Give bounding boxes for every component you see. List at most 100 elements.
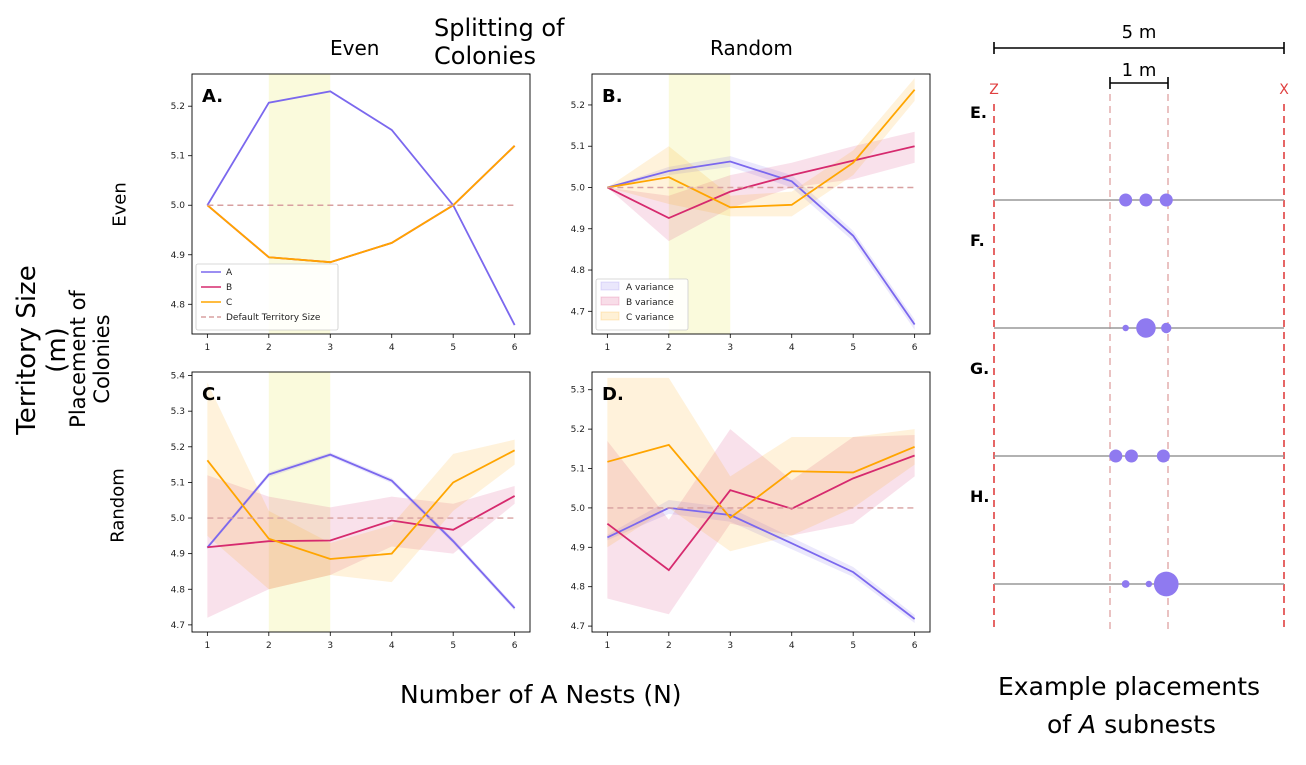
variance-band-b <box>607 131 915 242</box>
subnest-dot <box>1156 449 1170 463</box>
placements-title-italic: A <box>1079 710 1097 739</box>
x-tick-label: 6 <box>512 641 518 651</box>
x-tick-label: 1 <box>604 641 610 651</box>
scale-label-1m: 1 m <box>1122 60 1157 81</box>
y-tick-label: 5.1 <box>171 152 185 162</box>
x-axis-label: Number of A Nests (N) <box>400 680 682 709</box>
legend-swatch <box>600 311 620 321</box>
chart-panel-c: 1 2 3 4 5 6 4.7 4.8 4.9 5.0 5.1 5.2 5.3 5.4 C. <box>171 371 531 651</box>
chart-panel-b: 1 2 3 4 5 6 4.7 4.8 4.9 5.0 5.1 5.2 B. A variance B va… <box>571 73 931 353</box>
legend-entry: C variance <box>626 313 674 323</box>
legend-entry: B <box>226 283 232 293</box>
y-tick-label: 4.8 <box>171 300 186 310</box>
y-tick-label: 5.2 <box>571 425 585 435</box>
x-tick-label: 5 <box>850 641 856 651</box>
example-label: G. <box>970 359 989 378</box>
axes-frame <box>191 73 531 335</box>
subnest-dot <box>1109 449 1123 463</box>
y-tick-label: 5.1 <box>171 478 185 488</box>
placements-diagram: 5 m 1 m Z X E. F. G. H. <box>970 22 1289 634</box>
legend-swatch <box>600 296 620 306</box>
y-tick-label: 5.0 <box>171 514 186 524</box>
x-tick-label: 3 <box>327 343 333 353</box>
chart-panel-d: 1 2 3 4 5 6 4.7 4.8 4.9 5.0 5.1 5.2 5.3 D. <box>571 371 931 651</box>
x-tick-label: 3 <box>727 343 733 353</box>
y-tick-label: 4.9 <box>571 543 586 553</box>
subnest-dot <box>1153 571 1179 597</box>
x-tick-label: 3 <box>727 641 733 651</box>
panel-letter: C. <box>202 384 222 405</box>
placements-title-suffix: subnests <box>1096 710 1216 739</box>
variance-band-c <box>207 382 515 590</box>
subnest-dot <box>1139 193 1153 207</box>
x-tick-label: 2 <box>666 343 672 353</box>
y-tick-label: 5.2 <box>171 443 185 453</box>
row-label-even: Even <box>109 182 131 227</box>
example-label: F. <box>970 231 985 250</box>
x-tick-label: 4 <box>789 641 795 651</box>
legend-box <box>195 263 339 331</box>
x-tick-label: 2 <box>666 641 672 651</box>
variance-band-b <box>207 475 515 618</box>
x-tick-label: 4 <box>389 641 395 651</box>
x-tick-label: 4 <box>789 343 795 353</box>
x-tick-label: 5 <box>850 343 856 353</box>
placements-title-prefix: of <box>1047 710 1080 739</box>
series-line-a <box>607 160 916 326</box>
x-tick-label: 5 <box>450 641 456 651</box>
axes-frame <box>591 371 931 633</box>
series-line-b <box>207 495 516 549</box>
column-label-even: Even <box>330 36 380 60</box>
x-tick-label: 4 <box>389 343 395 353</box>
axes-frame <box>591 73 931 335</box>
x-tick-label: 6 <box>512 343 518 353</box>
x-tick-label: 1 <box>204 343 210 353</box>
boundary-label-z: Z <box>989 82 999 98</box>
row-group-label: Placement of Colonies <box>66 290 114 428</box>
placements-title-line1: Example placements <box>998 672 1261 701</box>
legend-entry: B variance <box>626 298 674 308</box>
scale-label-5m: 5 m <box>1122 22 1157 43</box>
x-tick-label: 6 <box>912 343 918 353</box>
y-tick-label: 4.9 <box>171 251 186 261</box>
axes-frame <box>191 371 531 633</box>
variance-band-c <box>607 78 915 217</box>
subnest-dot <box>1122 324 1129 332</box>
y-axis-label: Territory Size (m) <box>12 265 72 435</box>
legend-box <box>595 278 689 331</box>
series-line-b <box>606 454 915 572</box>
legend-entry: A variance <box>626 283 674 293</box>
example-label: H. <box>970 487 989 506</box>
series-line-c <box>607 89 916 209</box>
subnest-dot <box>1145 580 1153 588</box>
subnest-dot <box>1161 322 1172 334</box>
y-tick-label: 4.8 <box>571 266 586 276</box>
y-tick-label: 4.8 <box>171 585 186 595</box>
figure-title: Splitting of Colonies <box>434 14 565 70</box>
legend-entry: A <box>226 268 233 278</box>
y-tick-label: 4.9 <box>571 225 586 235</box>
subnest-dot <box>1159 193 1173 207</box>
variance-band-a <box>607 500 915 623</box>
x-tick-label: 2 <box>266 641 272 651</box>
series-line-a <box>606 506 916 620</box>
y-tick-label: 4.7 <box>571 622 585 632</box>
x-tick-label: 1 <box>204 641 210 651</box>
x-tick-label: 5 <box>450 343 456 353</box>
y-tick-label: 5.0 <box>571 183 586 193</box>
x-tick-label: 6 <box>912 641 918 651</box>
y-tick-label: 4.7 <box>571 307 585 317</box>
y-tick-label: 4.7 <box>171 621 185 631</box>
placements-title-line2: of A subnests <box>1047 710 1306 739</box>
x-tick-label: 1 <box>604 343 610 353</box>
y-tick-label: 5.3 <box>171 407 185 417</box>
subnest-dot <box>1121 580 1130 588</box>
highlight-band <box>268 372 331 632</box>
subnest-dot <box>1136 318 1156 338</box>
legend-swatch <box>600 281 620 291</box>
panel-letter: A. <box>202 86 223 107</box>
y-tick-label: 5.2 <box>571 101 585 111</box>
x-tick-label: 3 <box>327 641 333 651</box>
y-tick-label: 4.9 <box>171 550 186 560</box>
y-tick-label: 5.3 <box>571 386 585 396</box>
